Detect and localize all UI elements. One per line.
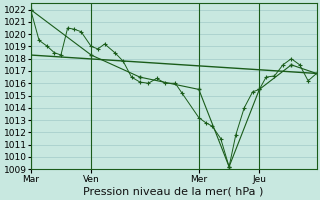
X-axis label: Pression niveau de la mer( hPa ): Pression niveau de la mer( hPa ) [84,187,264,197]
